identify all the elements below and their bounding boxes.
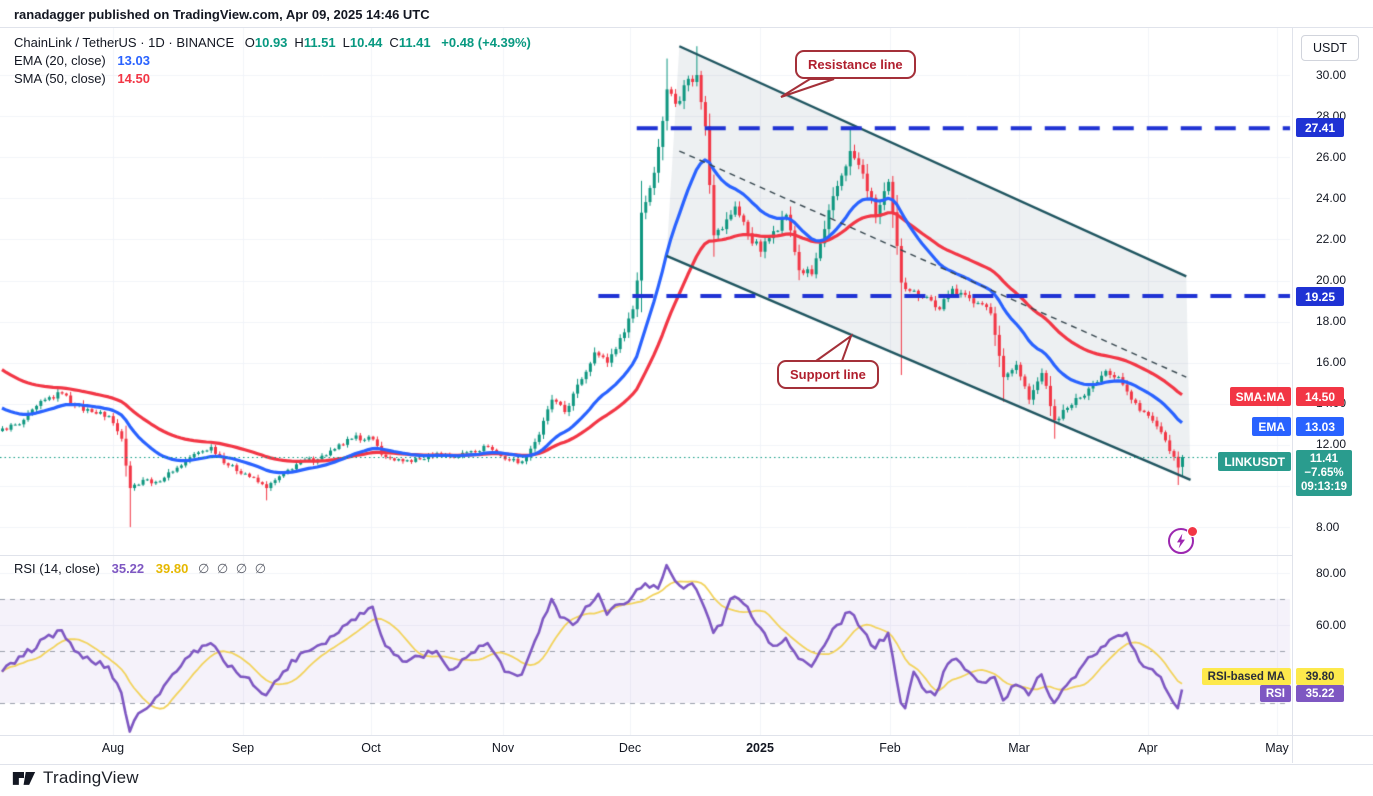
pane-divider[interactable] (0, 555, 1292, 556)
price-tick-label: 22.00 (1316, 232, 1347, 246)
rsi-value-label: 35.22 (1296, 685, 1344, 702)
ohlc-values: O10.93 H11.51 L10.44 C11.41 (238, 35, 438, 50)
price-tick-label: 12.00 (1316, 437, 1347, 451)
resistance-line-callout[interactable]: Resistance line (795, 50, 916, 79)
rsi-ma-value: 39.80 (155, 561, 189, 576)
price-tick-label: 24.00 (1316, 191, 1347, 205)
ema-value: 13.03 (117, 53, 150, 68)
support-line-callout[interactable]: Support line (777, 360, 879, 389)
ema-tag: EMA (1252, 417, 1291, 436)
rsi-tick-label: 80.00 (1316, 566, 1347, 580)
time-axis-divider (0, 735, 1373, 736)
rsi-value-label: 39.80 (1296, 668, 1344, 685)
price-tick-label: 16.00 (1316, 355, 1347, 369)
rsi-name-tag: RSI (1259, 685, 1291, 702)
rsi-empty-slots: ∅ ∅ ∅ ∅ (197, 561, 269, 576)
last-price-label: 11.41 −7.65% 09:13:19 (1296, 450, 1352, 496)
sma-label: SMA (50, close) (14, 71, 106, 86)
price-tick-label: 30.00 (1316, 68, 1347, 82)
time-axis-label: Oct (361, 741, 381, 755)
rsi-label: RSI (14, close) (14, 561, 100, 576)
time-axis-label: Nov (491, 741, 515, 755)
time-axis-label: Apr (1138, 741, 1158, 755)
flash-action-button[interactable] (1168, 526, 1198, 556)
rsi-legend-row[interactable]: RSI (14, close) 35.22 39.80 ∅ ∅ ∅ ∅ (14, 561, 268, 577)
indicator-value-label: 14.50 (1296, 387, 1344, 406)
price-tick-label: 20.00 (1316, 273, 1347, 287)
ema-label: EMA (20, close) (14, 53, 106, 68)
symbol-price-tag: LINKUSDT (1218, 452, 1291, 471)
rsi-pane-canvas[interactable] (0, 556, 1292, 735)
price-tick-label: 26.00 (1316, 150, 1347, 164)
sma-value: 14.50 (117, 71, 150, 86)
change-value: +0.48 (+4.39%) (441, 35, 531, 50)
brand-name: TradingView (43, 768, 139, 787)
time-axis-label: Aug (101, 741, 125, 755)
tradingview-brand-link[interactable]: TradingView (12, 768, 139, 788)
ohlc-item: O10.93 (244, 35, 288, 50)
header-bar: ranadagger published on TradingView.com,… (0, 0, 1373, 27)
notification-dot-icon (1187, 526, 1198, 537)
chart-legend: ChainLink / TetherUS · 1D · BINANCE O10.… (14, 34, 531, 88)
time-axis-label: Sep (231, 741, 255, 755)
time-axis-label: Dec (618, 741, 642, 755)
ohlc-item: C11.41 (389, 35, 431, 50)
price-scale-divider (1292, 28, 1293, 763)
price-tick-label: 18.00 (1316, 314, 1347, 328)
symbol-title: ChainLink / TetherUS · 1D · BINANCE (14, 35, 235, 50)
header-divider (0, 27, 1373, 28)
smama-tag: SMA:MA (1229, 387, 1291, 406)
sma-legend-row[interactable]: SMA (50, close) 14.50 (14, 70, 531, 87)
price-tick-label: 8.00 (1316, 520, 1340, 534)
ema-legend-row[interactable]: EMA (20, close) 13.03 (14, 52, 531, 69)
hline-price-label: 19.25 (1296, 287, 1344, 306)
rsi-name-tag: RSI-based MA (1201, 668, 1291, 685)
price-pane-canvas[interactable] (0, 28, 1292, 555)
time-axis-label: May (1265, 741, 1289, 755)
rsi-tick-label: 60.00 (1316, 618, 1347, 632)
time-axis-label: Feb (879, 741, 901, 755)
time-axis-label: Mar (1008, 741, 1030, 755)
time-axis-label: 2025 (746, 741, 774, 755)
rsi-value: 35.22 (111, 561, 145, 576)
indicator-value-label: 13.03 (1296, 417, 1344, 436)
publish-info: ranadagger published on TradingView.com,… (14, 7, 430, 22)
ohlc-item: H11.51 (294, 35, 336, 50)
footer-divider (0, 764, 1373, 765)
tradingview-logo-icon (12, 772, 36, 785)
ohlc-item: L10.44 (342, 35, 383, 50)
currency-toggle-button[interactable]: USDT (1301, 35, 1359, 61)
hline-price-label: 27.41 (1296, 118, 1344, 137)
symbol-legend-row[interactable]: ChainLink / TetherUS · 1D · BINANCE O10.… (14, 34, 531, 51)
